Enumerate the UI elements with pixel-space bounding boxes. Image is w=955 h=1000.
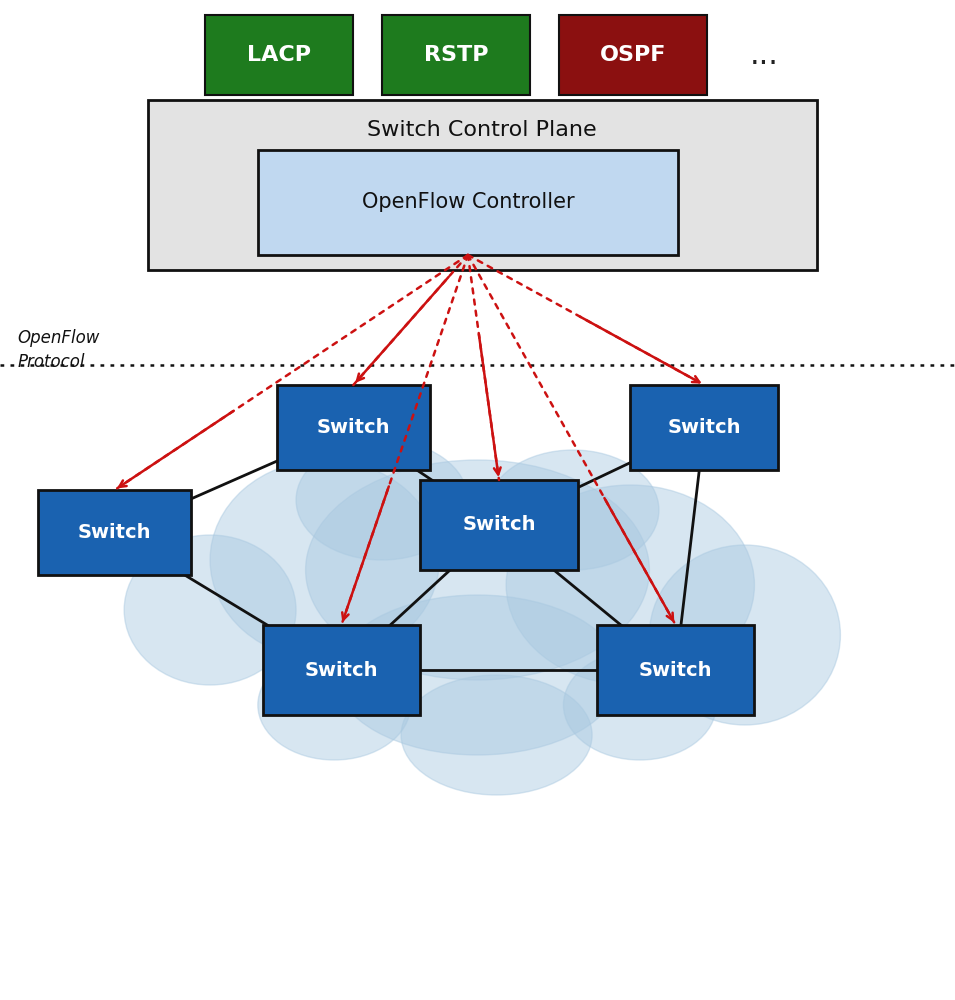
- Text: Switch: Switch: [78, 523, 151, 542]
- Text: OSPF: OSPF: [600, 45, 666, 65]
- FancyBboxPatch shape: [559, 15, 707, 95]
- FancyBboxPatch shape: [277, 385, 430, 470]
- Text: LACP: LACP: [247, 45, 311, 65]
- FancyBboxPatch shape: [148, 100, 817, 270]
- Ellipse shape: [296, 440, 468, 560]
- Text: Switch: Switch: [305, 661, 378, 680]
- FancyBboxPatch shape: [382, 15, 530, 95]
- Text: RSTP: RSTP: [424, 45, 488, 65]
- Text: Switch Control Plane: Switch Control Plane: [368, 120, 597, 140]
- FancyBboxPatch shape: [597, 625, 754, 715]
- Text: Switch: Switch: [639, 661, 712, 680]
- FancyBboxPatch shape: [420, 480, 578, 570]
- Ellipse shape: [649, 545, 840, 725]
- Text: OpenFlow
Protocol: OpenFlow Protocol: [17, 329, 99, 371]
- Text: OpenFlow Controller: OpenFlow Controller: [362, 192, 574, 213]
- Ellipse shape: [334, 595, 621, 755]
- FancyBboxPatch shape: [205, 15, 353, 95]
- FancyBboxPatch shape: [630, 385, 778, 470]
- Text: Switch: Switch: [668, 418, 741, 437]
- FancyBboxPatch shape: [258, 150, 678, 255]
- Text: Switch: Switch: [317, 418, 390, 437]
- Ellipse shape: [306, 460, 649, 680]
- Text: Switch: Switch: [462, 516, 536, 534]
- Ellipse shape: [124, 535, 296, 685]
- FancyBboxPatch shape: [38, 490, 191, 575]
- Ellipse shape: [210, 460, 439, 660]
- FancyBboxPatch shape: [263, 625, 420, 715]
- Ellipse shape: [563, 650, 716, 760]
- Ellipse shape: [401, 675, 592, 795]
- Ellipse shape: [506, 485, 754, 685]
- Ellipse shape: [258, 650, 411, 760]
- Text: ...: ...: [750, 40, 778, 70]
- Ellipse shape: [487, 450, 659, 570]
